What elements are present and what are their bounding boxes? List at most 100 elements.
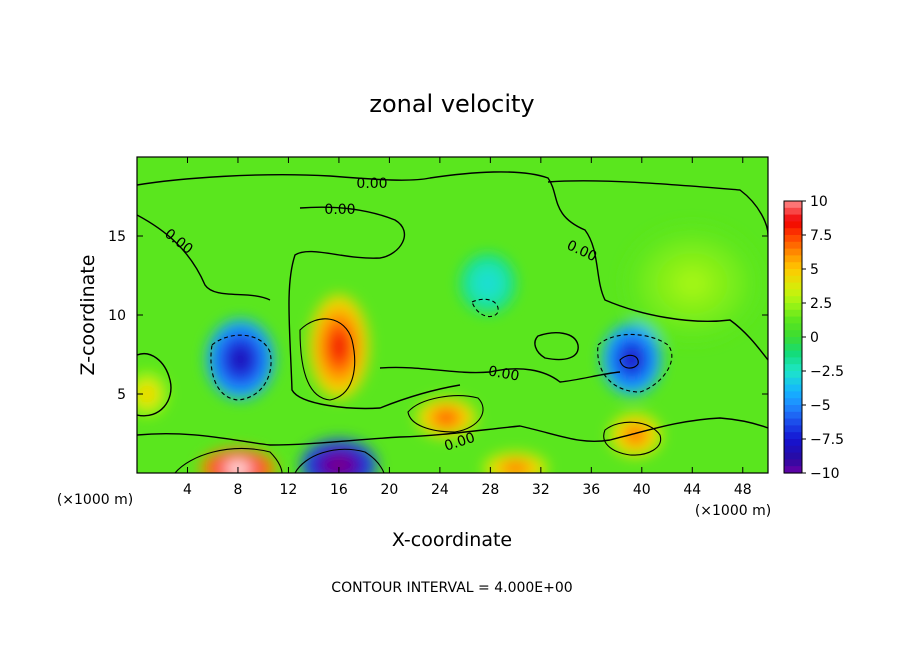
contour-positive-low-mid xyxy=(407,395,484,433)
zero-contour-top xyxy=(137,171,768,361)
y-tick-label: 15 xyxy=(108,229,126,245)
zero-contour-upper xyxy=(137,214,271,301)
plot-area xyxy=(137,157,768,473)
y-axis-label: Z-coordinate xyxy=(77,255,99,376)
zero-contour-mid xyxy=(379,366,621,383)
x-tick-label: 4 xyxy=(183,482,192,498)
colorbar-segment xyxy=(784,452,802,460)
contour-negative-right xyxy=(597,333,673,393)
contour-label: 0.00 xyxy=(487,363,520,384)
contours-8 xyxy=(174,298,673,473)
x-unit-label-left: (×1000 m) xyxy=(57,492,133,508)
field-blob xyxy=(480,275,495,291)
zero-contour-left xyxy=(137,353,172,417)
colorbar-segment xyxy=(784,357,802,365)
contour-positive-center xyxy=(299,318,356,401)
colorbar-segment xyxy=(784,255,802,263)
x-tick-label: 36 xyxy=(582,482,600,498)
x-axis: 4 8 12 16 20 24 28 32 36 40 44 48 xyxy=(183,157,752,498)
colorbar-segment xyxy=(784,377,802,386)
colorbar-segment xyxy=(784,201,802,209)
velocity-field xyxy=(137,223,763,473)
colorbar-segment xyxy=(784,262,802,270)
colorbar-segment xyxy=(784,439,802,447)
zero-contour-lower xyxy=(137,417,768,446)
field-blob xyxy=(331,333,347,360)
field-blob xyxy=(231,349,249,370)
zero-contour-right-top xyxy=(547,180,768,236)
colorbar-tick-label: −7.5 xyxy=(810,432,844,448)
colorbar-segment xyxy=(784,391,802,399)
contour-negative-left xyxy=(210,334,272,401)
zero-contours xyxy=(137,171,768,446)
colorbar-segment xyxy=(784,309,802,318)
contour-interval-note: CONTOUR INTERVAL = 4.000E+00 xyxy=(331,580,572,596)
y-tick-label: 10 xyxy=(108,308,126,324)
contour-bottom-left xyxy=(174,448,283,473)
x-unit-label-right: (×1000 m) xyxy=(695,503,771,519)
x-axis-label: X-coordinate xyxy=(392,529,512,551)
contour-positive-low-right xyxy=(603,421,662,456)
x-tick-label: 40 xyxy=(633,482,651,498)
colorbar-segment xyxy=(784,411,802,420)
colorbar-segment xyxy=(784,282,802,290)
colorbar-segment xyxy=(784,241,802,250)
field-blob xyxy=(142,388,153,400)
contour-bottom-center xyxy=(294,448,385,473)
colorbar-segment xyxy=(784,371,802,379)
colorbar-segment xyxy=(784,350,802,358)
zero-contour-center xyxy=(288,206,461,410)
colorbar-segment xyxy=(784,459,802,467)
colorbar-segment xyxy=(784,235,802,243)
field-blob xyxy=(507,464,524,473)
contour-small-right xyxy=(619,354,639,369)
colorbar-segment xyxy=(784,248,802,256)
colorbar-segment xyxy=(784,418,802,426)
y-tick-label: 5 xyxy=(117,387,126,403)
colorbar-segment xyxy=(784,303,802,311)
colorbar-segment xyxy=(784,323,802,331)
colorbar-segment xyxy=(784,384,802,392)
field-blob xyxy=(438,412,454,423)
field-blob xyxy=(624,350,640,369)
colorbar-segment xyxy=(784,425,802,433)
colorbar-segment xyxy=(784,269,802,277)
x-tick-label: 24 xyxy=(431,482,449,498)
x-tick-label: 32 xyxy=(532,482,550,498)
colorbar-segment xyxy=(784,330,802,338)
colorbar-segment xyxy=(784,221,802,229)
field-blob xyxy=(329,458,349,472)
zero-contour-island-a xyxy=(534,332,579,361)
colorbar-segment xyxy=(784,405,802,413)
colorbar-tick-label: 7.5 xyxy=(810,228,832,244)
x-tick-label: 44 xyxy=(683,482,701,498)
colorbar-tick-label: −2.5 xyxy=(810,364,844,380)
colorbar-tick-label: −5 xyxy=(810,398,831,414)
x-tick-label: 28 xyxy=(481,482,499,498)
x-tick-label: 20 xyxy=(380,482,398,498)
colorbar-segment xyxy=(784,445,802,454)
colorbar-segment xyxy=(784,337,802,345)
colorbar-segment xyxy=(784,228,802,236)
colorbar-segment xyxy=(784,275,802,284)
contour-label: 0.00 xyxy=(324,202,355,218)
x-tick-label: 48 xyxy=(734,482,752,498)
colorbar-segment xyxy=(784,316,802,324)
field-blob xyxy=(674,268,710,299)
colorbar-segment xyxy=(784,364,802,372)
colorbar-tick-label: 2.5 xyxy=(810,296,832,312)
contour-label: 0.00 xyxy=(356,176,387,192)
colorbar-tick-label: 10 xyxy=(810,194,828,210)
colorbar-segment xyxy=(784,289,802,297)
colorbar-segment xyxy=(784,207,802,216)
y-axis: 5 10 15 xyxy=(108,229,768,403)
x-tick-label: 16 xyxy=(330,482,348,498)
colorbar-segment xyxy=(784,214,802,222)
colorbar-segment xyxy=(784,343,802,352)
colorbar-segment xyxy=(784,432,802,440)
chart-title: zonal velocity xyxy=(369,90,534,118)
colorbar-tick-label: 5 xyxy=(810,262,819,278)
x-tick-label: 8 xyxy=(233,482,242,498)
colorbar-segment xyxy=(784,398,802,406)
